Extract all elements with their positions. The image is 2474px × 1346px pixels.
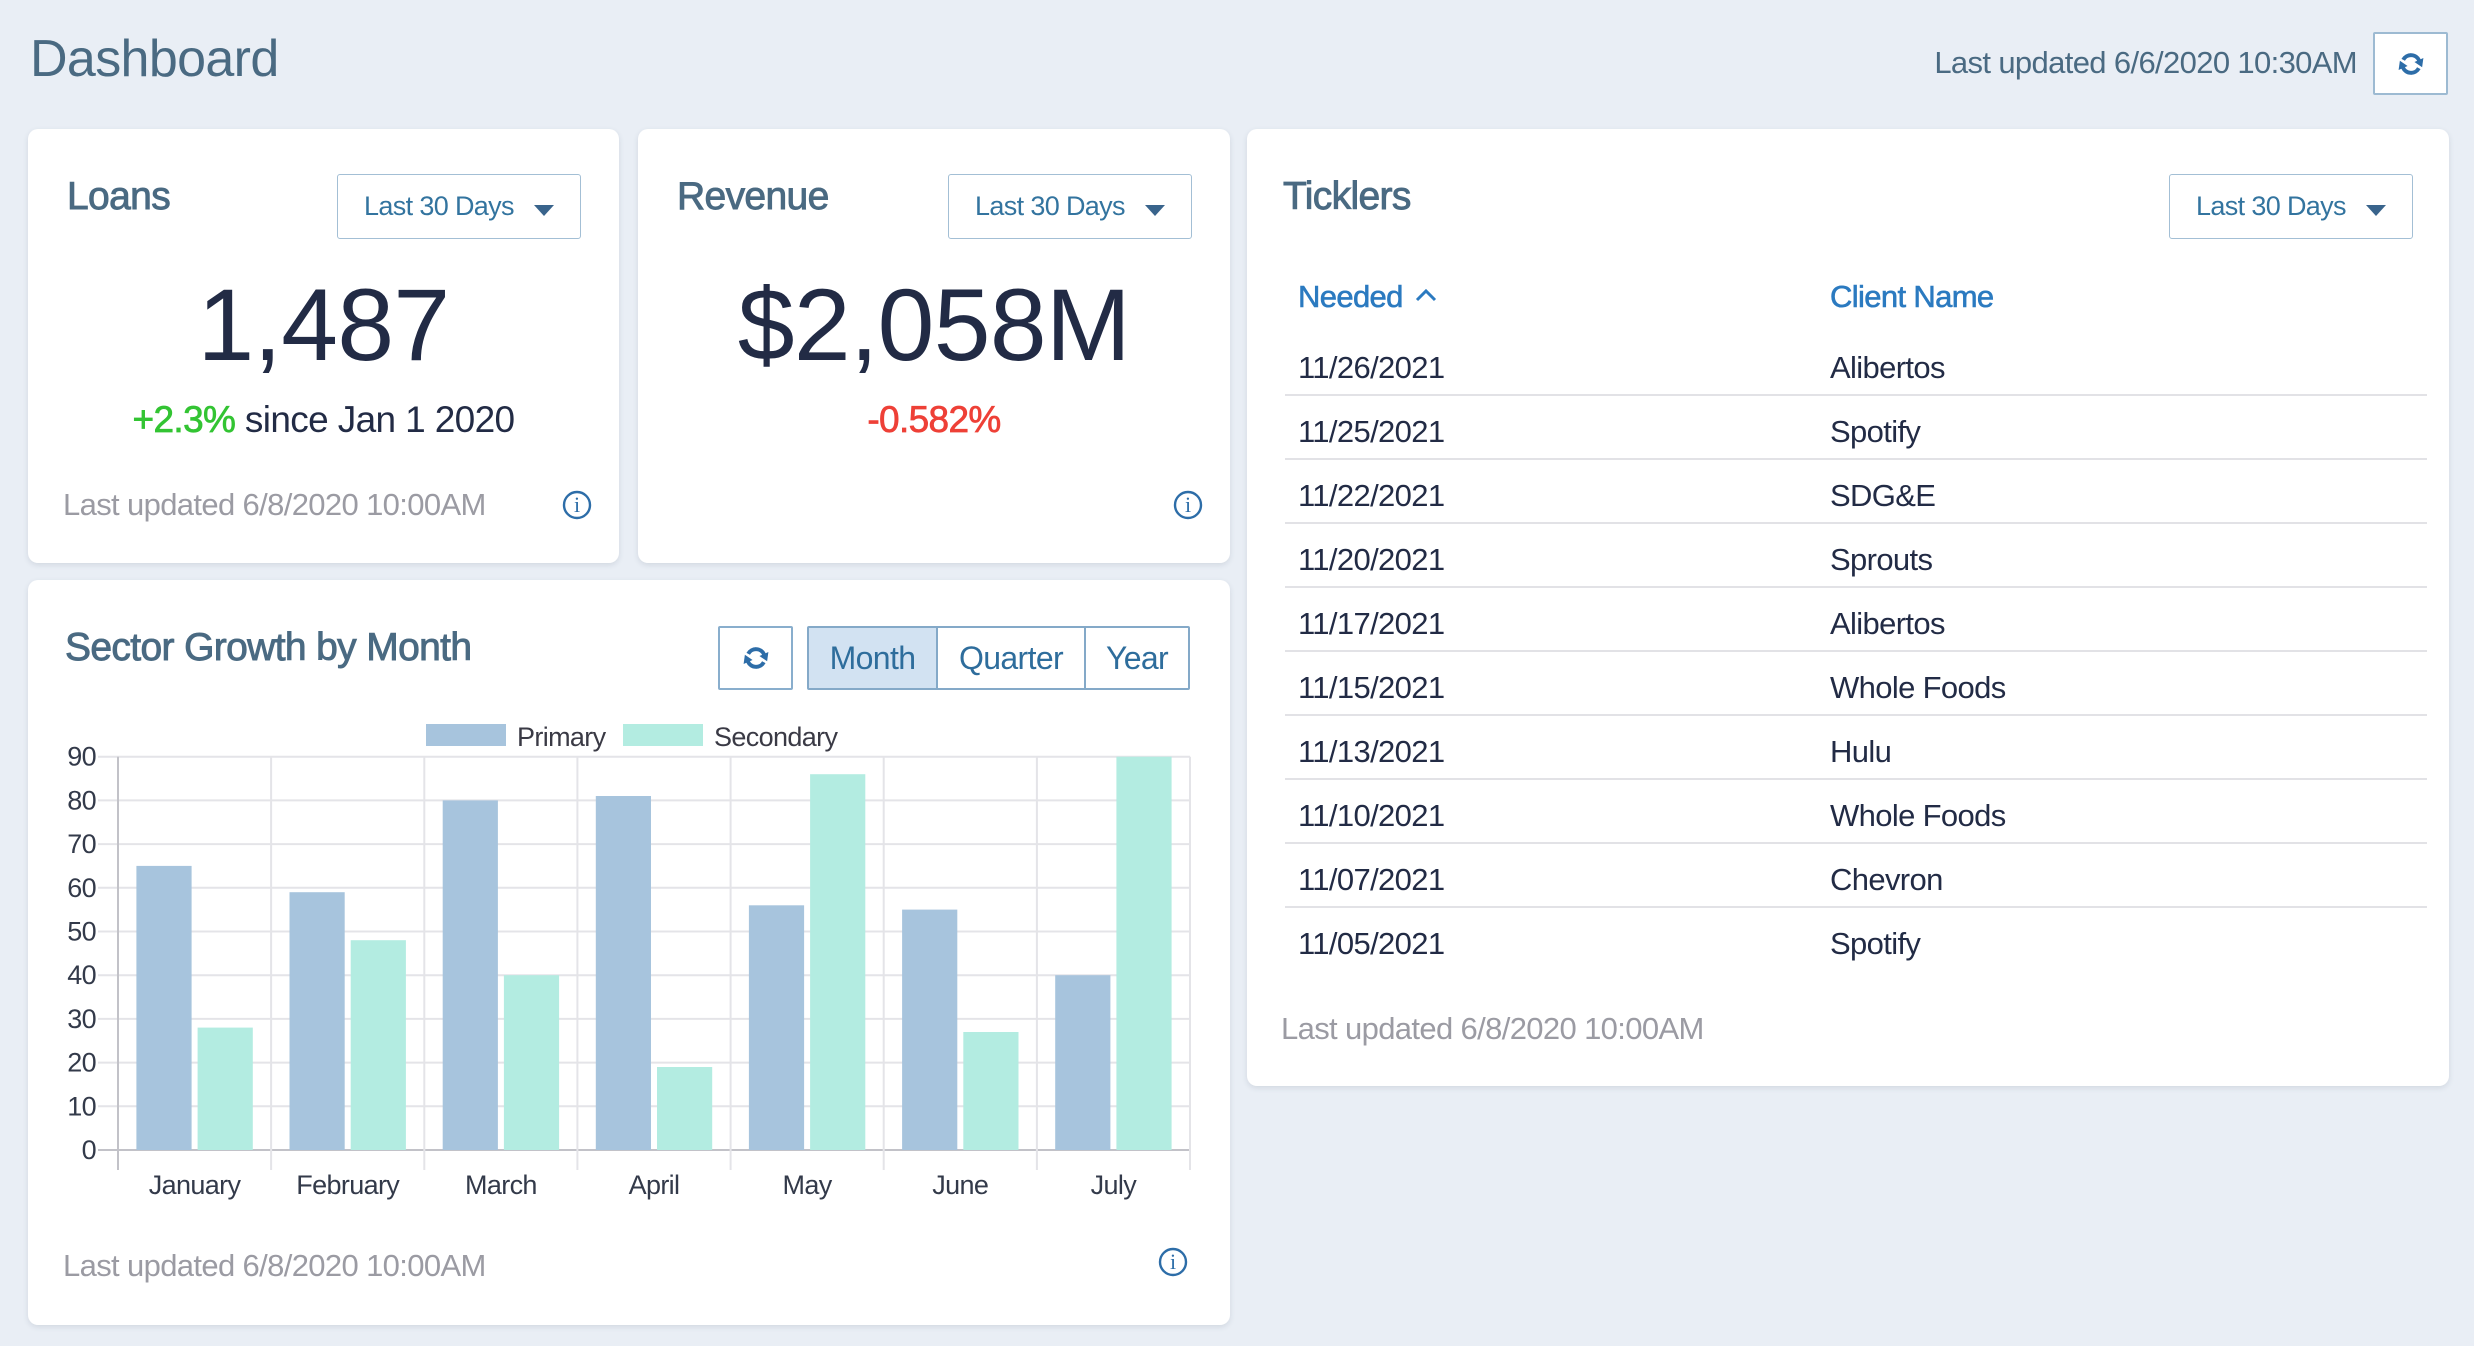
svg-text:80: 80 — [67, 785, 96, 815]
svg-text:Primary: Primary — [517, 722, 607, 752]
svg-text:30: 30 — [67, 1004, 96, 1034]
svg-text:0: 0 — [82, 1135, 96, 1165]
svg-text:20: 20 — [67, 1048, 96, 1078]
svg-text:July: July — [1091, 1170, 1138, 1200]
svg-text:i: i — [1185, 492, 1191, 517]
svg-text:i: i — [1170, 1249, 1176, 1274]
svg-text:40: 40 — [67, 960, 96, 990]
svg-text:10: 10 — [67, 1091, 96, 1121]
svg-text:May: May — [783, 1170, 833, 1200]
svg-text:April: April — [629, 1170, 680, 1200]
svg-text:June: June — [932, 1170, 988, 1200]
svg-text:60: 60 — [67, 873, 96, 903]
svg-text:February: February — [296, 1170, 400, 1200]
svg-text:i: i — [574, 492, 580, 517]
svg-text:50: 50 — [67, 917, 96, 947]
svg-text:January: January — [149, 1170, 242, 1200]
svg-text:90: 90 — [67, 742, 96, 772]
svg-text:Secondary: Secondary — [714, 722, 838, 752]
svg-text:70: 70 — [67, 829, 96, 859]
svg-text:March: March — [465, 1170, 537, 1200]
